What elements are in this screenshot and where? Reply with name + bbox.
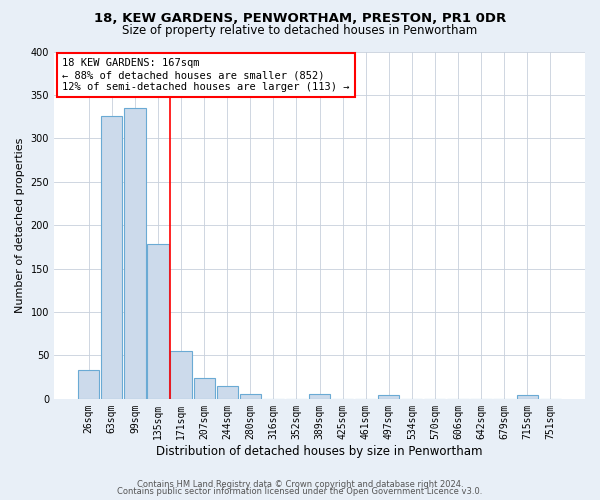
Text: Contains public sector information licensed under the Open Government Licence v3: Contains public sector information licen… [118,487,482,496]
Text: 18, KEW GARDENS, PENWORTHAM, PRESTON, PR1 0DR: 18, KEW GARDENS, PENWORTHAM, PRESTON, PR… [94,12,506,26]
Bar [148,244,169,399]
Bar [217,386,238,399]
Bar [124,108,146,399]
Y-axis label: Number of detached properties: Number of detached properties [15,138,25,313]
Bar [517,396,538,399]
X-axis label: Distribution of detached houses by size in Penwortham: Distribution of detached houses by size … [156,444,483,458]
Bar [239,394,261,399]
Bar [101,116,122,399]
Bar [378,396,400,399]
Bar [194,378,215,399]
Bar [309,394,330,399]
Text: Contains HM Land Registry data © Crown copyright and database right 2024.: Contains HM Land Registry data © Crown c… [137,480,463,489]
Bar [170,351,191,399]
Bar [78,370,100,399]
Text: 18 KEW GARDENS: 167sqm
← 88% of detached houses are smaller (852)
12% of semi-de: 18 KEW GARDENS: 167sqm ← 88% of detached… [62,58,350,92]
Text: Size of property relative to detached houses in Penwortham: Size of property relative to detached ho… [122,24,478,37]
